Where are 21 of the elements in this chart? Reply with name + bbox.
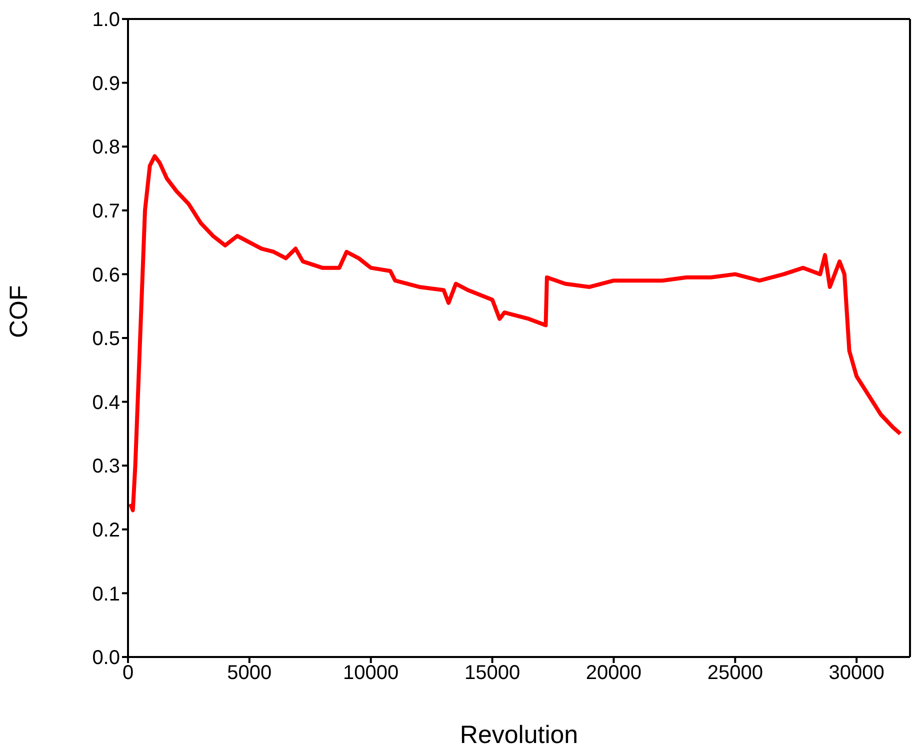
y-tick-label: 0.3 [92, 456, 120, 478]
x-tick-label: 15000 [464, 662, 520, 684]
x-tick-label: 0 [122, 662, 134, 684]
y-tick-label: 0.7 [92, 200, 120, 222]
y-tick-label: 0.8 [92, 136, 120, 159]
x-tick-label: 20000 [586, 662, 642, 684]
y-tick-label: 0.2 [92, 520, 120, 542]
y-tick-label: 0.4 [92, 392, 120, 414]
x-tick-label: 10000 [343, 662, 399, 684]
y-tick-label: 0.9 [92, 72, 120, 95]
y-tick-label: 0.5 [92, 328, 120, 350]
y-tick-label: 0.6 [92, 264, 120, 286]
y-tick-label: 0.0 [92, 647, 120, 670]
y-axis-title: COF [4, 285, 33, 338]
x-axis-title: Revolution [460, 721, 578, 747]
x-tick-label: 25000 [707, 662, 763, 684]
line-series [128, 154, 902, 512]
x-tick-label: 30000 [828, 662, 884, 684]
y-tick-label: 1.0 [92, 9, 120, 32]
y-tick-label: 0.1 [92, 583, 120, 606]
x-tick-label: 5000 [227, 662, 272, 684]
